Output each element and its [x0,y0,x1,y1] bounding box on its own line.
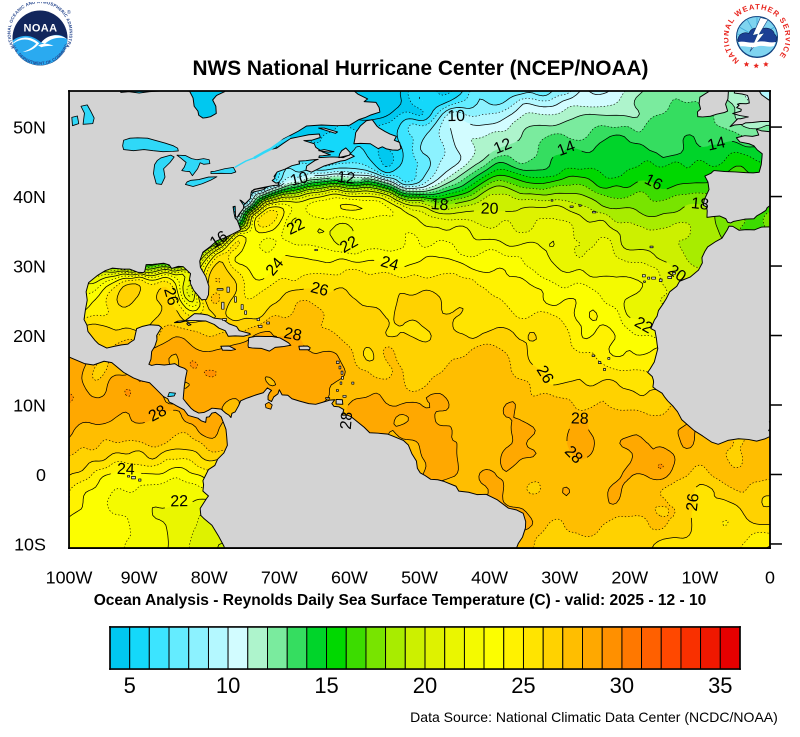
svg-text:35: 35 [708,673,732,698]
svg-text:26: 26 [309,279,331,300]
svg-text:26: 26 [160,286,181,308]
svg-text:20W: 20W [611,567,648,587]
svg-text:50N: 50N [13,118,46,138]
svg-text:20: 20 [413,673,437,698]
svg-text:10N: 10N [13,395,46,415]
svg-text:28: 28 [282,325,303,345]
svg-text:25: 25 [511,673,535,698]
svg-text:12: 12 [491,135,514,157]
svg-text:22: 22 [284,216,308,239]
svg-text:26: 26 [684,492,703,512]
svg-text:100W: 100W [46,567,93,587]
svg-text:10W: 10W [681,567,718,587]
svg-text:18: 18 [690,195,710,214]
svg-text:20: 20 [481,200,499,217]
svg-text:26: 26 [533,363,557,387]
svg-text:Data Source: National Climatic: Data Source: National Climatic Data Cent… [410,709,778,725]
svg-text:12: 12 [336,169,356,188]
svg-text:0: 0 [765,567,775,587]
svg-text:60W: 60W [331,567,368,587]
svg-text:50W: 50W [401,567,438,587]
svg-text:28: 28 [338,411,356,430]
svg-text:5: 5 [124,673,136,698]
svg-text:10S: 10S [14,534,46,554]
svg-text:24: 24 [379,253,401,274]
svg-text:10: 10 [447,108,465,125]
svg-text:15: 15 [314,673,338,698]
svg-text:40W: 40W [471,567,508,587]
svg-text:0: 0 [36,465,46,485]
svg-text:20N: 20N [13,326,46,346]
svg-text:14: 14 [706,134,727,154]
svg-text:22: 22 [337,233,361,257]
svg-text:10: 10 [216,673,240,698]
svg-text:30: 30 [610,673,634,698]
svg-text:90W: 90W [121,567,158,587]
svg-text:40N: 40N [13,187,46,207]
svg-text:14: 14 [555,138,578,160]
svg-text:30W: 30W [541,567,578,587]
svg-text:®: ® [67,9,71,16]
svg-text:10: 10 [289,169,310,190]
svg-text:70W: 70W [261,567,298,587]
svg-text:80W: 80W [191,567,228,587]
svg-text:Ocean Analysis - Reynolds Dail: Ocean Analysis - Reynolds Daily Sea Surf… [94,592,707,609]
svg-text:NWS National Hurricane Center: NWS National Hurricane Center (NCEP/NOAA… [193,57,649,80]
svg-text:18: 18 [430,196,449,214]
svg-text:24: 24 [117,461,136,479]
svg-text:NOAA: NOAA [24,23,58,35]
svg-text:16: 16 [642,171,666,194]
svg-text:22: 22 [631,314,655,338]
svg-text:30N: 30N [13,257,46,277]
svg-text:22: 22 [170,493,188,510]
svg-text:28: 28 [146,402,170,425]
svg-text:28: 28 [571,410,589,428]
